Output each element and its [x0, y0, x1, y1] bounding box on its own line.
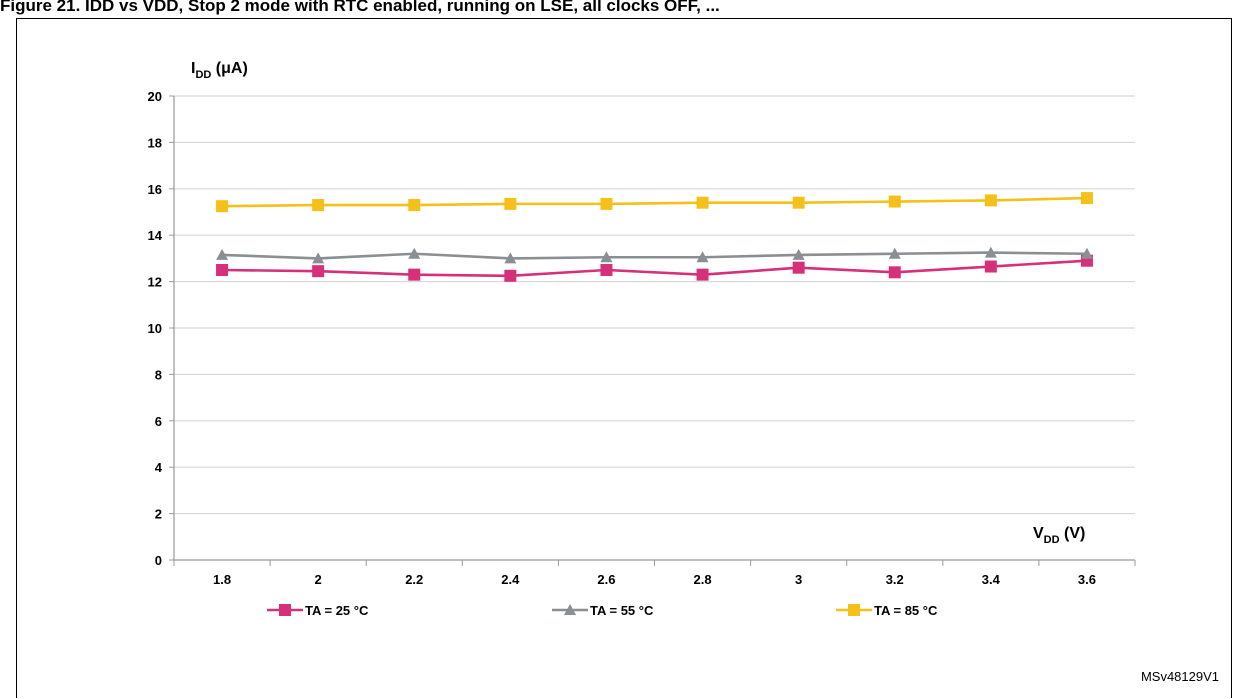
data-point — [1080, 247, 1093, 259]
series-line — [222, 196, 1087, 208]
y-tick-label: 14 — [148, 228, 163, 243]
data-point — [600, 197, 613, 210]
axes — [169, 95, 1136, 566]
data-point — [408, 268, 421, 281]
legend-marker — [848, 604, 860, 616]
data-point — [504, 252, 517, 264]
legend-marker — [279, 604, 291, 616]
data-point — [792, 261, 805, 274]
data-point — [312, 199, 325, 212]
x-tick-label: 3.6 — [1078, 572, 1096, 587]
legend-label: TA = 55 °C — [590, 603, 654, 618]
series-1 — [216, 254, 1093, 282]
data-point — [504, 197, 517, 210]
data-point — [792, 248, 805, 260]
data-point — [984, 260, 997, 273]
legend-item: TA = 85 °C — [836, 603, 938, 618]
y-tick-label: 12 — [148, 275, 162, 290]
data-point — [696, 251, 709, 263]
data-point — [312, 252, 325, 264]
data-point — [600, 264, 613, 276]
data-point — [216, 200, 229, 213]
y-tick-label: 20 — [148, 89, 162, 104]
data-point — [408, 199, 421, 212]
gridlines — [174, 95, 1135, 515]
x-tick-labels: 1.8 2 2.2 2.4 2.6 2.8 3 3.2 3.4 3.6 — [213, 572, 1096, 587]
series-3 — [216, 192, 1093, 213]
data-point — [888, 266, 901, 279]
figure-caption: Figure 21. IDD vs VDD, Stop 2 mode with … — [0, 0, 720, 15]
legend-marker — [564, 604, 576, 615]
data-point — [984, 194, 997, 207]
series-line — [222, 251, 1087, 260]
data-point — [696, 196, 709, 209]
data-point — [600, 251, 613, 263]
x-axis-title: VDD (V) — [1033, 525, 1085, 546]
x-tick-label: 2 — [315, 572, 322, 587]
data-point — [216, 264, 229, 276]
y-tick-label: 16 — [148, 182, 162, 197]
x-tick-label: 2.8 — [694, 572, 712, 587]
x-tick-label: 3.4 — [982, 572, 1001, 587]
data-point — [504, 269, 517, 282]
y-tick-label: 10 — [148, 321, 162, 336]
data-point — [984, 246, 997, 258]
y-tick-label: 8 — [155, 367, 162, 382]
legend-item: TA = 55 °C — [552, 603, 654, 618]
x-tick-label: 2.6 — [597, 572, 615, 587]
data-point — [408, 247, 421, 259]
data-point — [1080, 192, 1093, 205]
series-group — [216, 192, 1093, 282]
y-tick-labels: 0 2 4 6 8 10 12 14 16 18 20 — [148, 89, 163, 568]
y-tick-label: 18 — [148, 135, 162, 150]
data-point — [888, 247, 901, 259]
data-point — [696, 268, 709, 281]
data-point — [216, 248, 229, 260]
y-tick-label: 2 — [155, 507, 162, 522]
legend-label: TA = 85 °C — [874, 603, 938, 618]
y-axis-title: IDD (μA) — [191, 60, 248, 81]
legend-label: TA = 25 °C — [305, 603, 369, 618]
reference-code: MSv48129V1 — [1141, 669, 1219, 684]
data-point — [792, 196, 805, 209]
x-tick-label: 3 — [795, 572, 802, 587]
y-tick-label: 4 — [155, 460, 163, 475]
data-point — [312, 265, 325, 278]
legend-item: TA = 25 °C — [267, 603, 369, 618]
series-line — [222, 259, 1088, 278]
data-point — [888, 195, 901, 208]
y-tick-label: 0 — [155, 553, 162, 568]
y-tick-label: 6 — [155, 414, 162, 429]
series-2 — [216, 246, 1093, 264]
x-tick-label: 3.2 — [886, 572, 904, 587]
line-chart: 0 2 4 6 8 10 12 14 16 18 20 1.8 2 2.2 2.4 2.6 2.8 3 3.2 3.… — [148, 60, 1219, 684]
x-tick-label: 2.4 — [501, 572, 520, 587]
x-tick-label: 2.2 — [405, 572, 423, 587]
legend: TA = 25 °C TA = 55 °C TA = 85 °C — [267, 603, 938, 618]
figure-frame: 0 2 4 6 8 10 12 14 16 18 20 1.8 2 2.2 2.4 2.6 2.8 3 3.2 3.… — [16, 18, 1232, 698]
x-tick-label: 1.8 — [213, 572, 231, 587]
